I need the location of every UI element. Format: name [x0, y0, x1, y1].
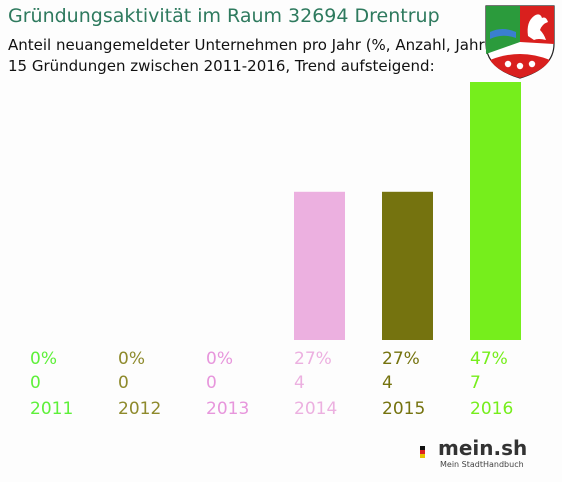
bar-2014: [294, 191, 345, 340]
percent-label-2014: 27%: [294, 349, 332, 369]
mein-sh-logo: mein.sh Mein StadtHandbuch: [418, 436, 548, 476]
percent-label-2012: 0%: [118, 349, 145, 369]
year-label-2012: 2012: [118, 399, 161, 419]
percent-label-2011: 0%: [30, 349, 57, 369]
chart-subtitle: Anteil neuangemeldeter Unternehmen pro J…: [8, 36, 491, 54]
count-label-2011: 0: [30, 373, 41, 393]
bar-2016: [470, 82, 521, 340]
logo-wordmark: mein.sh: [438, 436, 528, 460]
chart-summary: 15 Gründungen zwischen 2011-2016, Trend …: [8, 57, 435, 75]
year-label-2013: 2013: [206, 399, 249, 419]
count-label-2015: 4: [382, 373, 393, 393]
nrw-coat-of-arms-icon: [485, 5, 555, 79]
count-label-2016: 7: [470, 373, 481, 393]
year-label-2014: 2014: [294, 399, 337, 419]
count-label-2013: 0: [206, 373, 217, 393]
map-pin-icon: [420, 446, 425, 458]
percent-label-2015: 27%: [382, 349, 420, 369]
percent-label-2013: 0%: [206, 349, 233, 369]
count-label-2012: 0: [118, 373, 129, 393]
year-label-2016: 2016: [470, 399, 513, 419]
chart-title: Gründungsaktivität im Raum 32694 Drentru…: [8, 5, 440, 27]
count-label-2014: 4: [294, 373, 305, 393]
year-label-2015: 2015: [382, 399, 425, 419]
logo-tagline: Mein StadtHandbuch: [440, 460, 524, 469]
percent-label-2016: 47%: [470, 349, 508, 369]
year-label-2011: 2011: [30, 399, 73, 419]
bar-2015: [382, 191, 433, 340]
